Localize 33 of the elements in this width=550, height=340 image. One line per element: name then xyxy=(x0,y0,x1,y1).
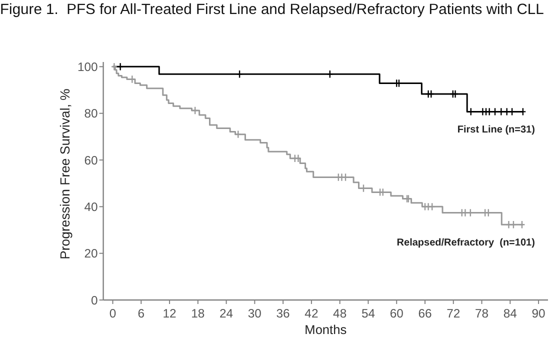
x-tick-label: 78 xyxy=(474,306,489,320)
point xyxy=(296,154,301,162)
x-tick-label: 72 xyxy=(446,306,460,320)
y-tick-label: 0 xyxy=(91,293,98,308)
series-label: First Line (n=31) xyxy=(457,124,535,136)
y-tick-label: 60 xyxy=(84,153,98,168)
point xyxy=(429,203,435,210)
series-label: Relapsed/Refractory (n=101) xyxy=(396,238,535,249)
x-tick-label: 60 xyxy=(390,306,404,320)
x-tick-label: 84 xyxy=(503,306,518,320)
x-tick-label: 90 xyxy=(532,306,546,320)
x-tick-label: 12 xyxy=(162,306,177,320)
x-axis-title: Months xyxy=(304,322,347,337)
x-tick-label: 36 xyxy=(276,306,290,320)
x-tick-label: 48 xyxy=(333,306,347,320)
y-tick-label: 40 xyxy=(84,200,98,214)
point xyxy=(111,63,117,70)
x-tick-label: 24 xyxy=(220,306,234,320)
x-tick-label: 54 xyxy=(361,306,376,320)
x-tick-label: 42 xyxy=(304,306,318,320)
x-tick-label: 0 xyxy=(109,306,116,320)
x-tick-label: 66 xyxy=(418,306,432,320)
y-axis-title: Progression Free Survival, % xyxy=(58,88,73,260)
point xyxy=(235,130,241,138)
y-tick-label: 100 xyxy=(77,60,98,74)
y-tick-label: 80 xyxy=(84,106,98,121)
point xyxy=(118,63,124,70)
y-tick-label: 20 xyxy=(84,246,98,261)
chart-title: Figure 1. PFS for All-Treated First Line and Relapsed/Refractory Patients with CLL xyxy=(0,2,544,18)
x-tick-label: 6 xyxy=(138,306,145,320)
x-tick-label: 30 xyxy=(248,306,262,320)
point xyxy=(506,221,512,228)
x-tick-label: 18 xyxy=(191,306,205,320)
